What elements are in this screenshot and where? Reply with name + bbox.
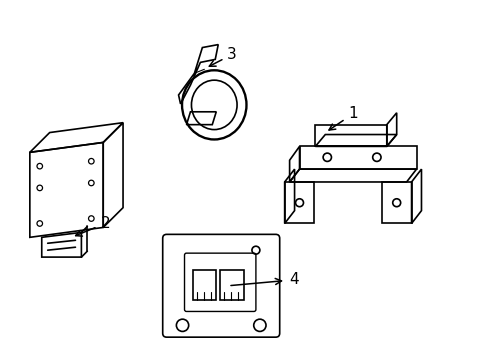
Text: 3: 3: [209, 47, 237, 66]
Text: 1: 1: [328, 106, 357, 130]
Text: 2: 2: [76, 216, 110, 236]
Text: 4: 4: [230, 272, 298, 287]
